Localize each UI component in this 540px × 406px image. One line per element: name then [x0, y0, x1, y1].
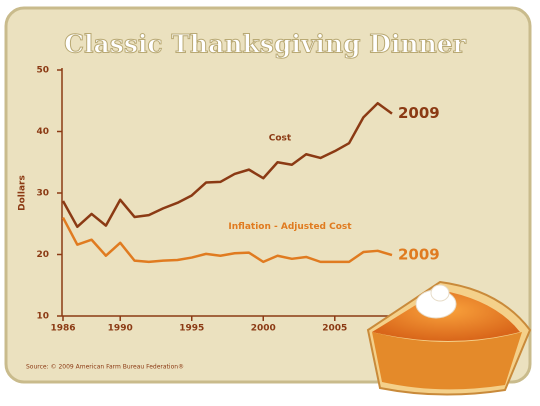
- pie-illustration: [366, 280, 532, 396]
- x-tick-label: 1995: [179, 324, 204, 334]
- series-end-label: 2009: [398, 246, 440, 264]
- x-tick-label: 2000: [251, 324, 276, 334]
- pie-side: [372, 332, 522, 390]
- series-end-label: 2009: [398, 104, 440, 122]
- series-line: [61, 101, 393, 229]
- series-line: [61, 217, 393, 264]
- x-tick-label: 1990: [108, 324, 133, 334]
- y-tick-label: 20: [36, 250, 49, 260]
- card: [4, 6, 532, 384]
- y-axis-label: Dollars: [18, 175, 28, 211]
- x-tick-label: 1986: [50, 324, 75, 334]
- y-tick-label: 50: [36, 66, 49, 76]
- y-tick-label: 40: [36, 127, 49, 137]
- series-label: Cost: [269, 133, 292, 143]
- source: Source: © 2009 American Farm Bureau Fede…: [26, 364, 184, 371]
- y-tick-label: 10: [36, 312, 49, 322]
- x-tick-label: 2005: [322, 324, 347, 334]
- chart-title: Classic Thanksgiving Dinner: [64, 30, 467, 59]
- y-tick-label: 30: [36, 189, 49, 199]
- series-label: Inflation - Adjusted Cost: [228, 222, 352, 232]
- whipped-cream-top: [430, 284, 450, 302]
